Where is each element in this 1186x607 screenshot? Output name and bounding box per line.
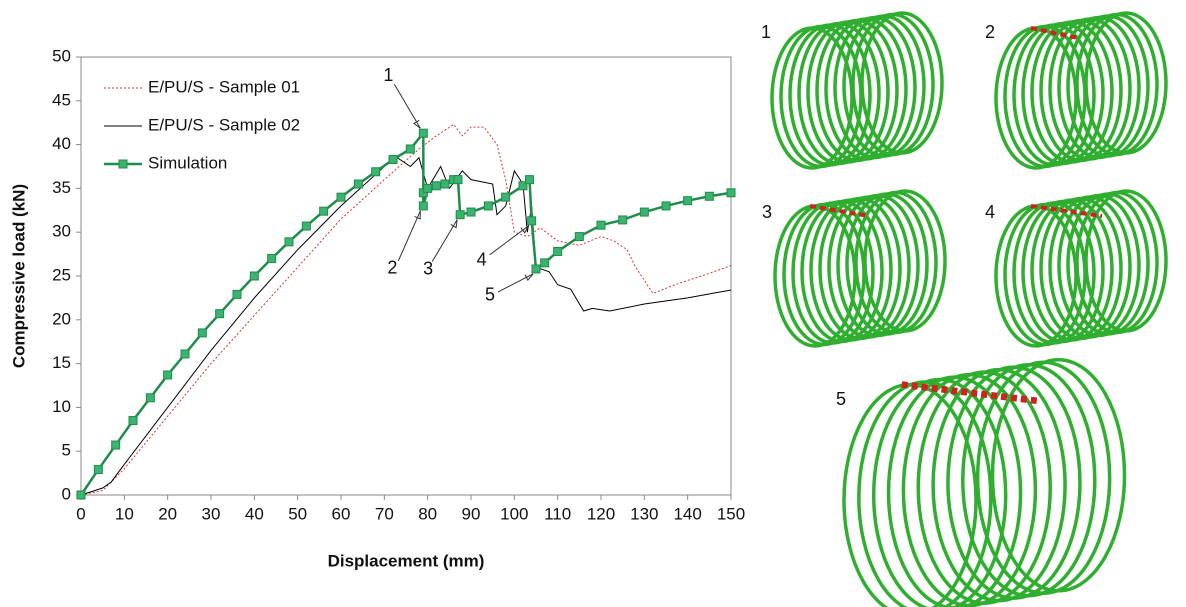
data-point	[268, 254, 276, 262]
data-point	[406, 145, 414, 153]
data-point	[285, 238, 293, 246]
data-point	[94, 466, 102, 474]
y-tick-label: 15	[52, 353, 71, 372]
annotation-arrowhead	[414, 120, 420, 128]
data-point	[250, 272, 258, 280]
y-tick-label: 45	[52, 90, 71, 109]
annotation-label: 1	[383, 65, 393, 85]
panel-label: 3	[762, 202, 772, 222]
simulation-panels: 1 2 3 4 5	[761, 13, 1166, 607]
data-point	[727, 189, 735, 197]
x-tick-label: 80	[418, 504, 437, 523]
annotation-label: 3	[423, 258, 433, 278]
legend-label: Simulation	[148, 153, 227, 172]
x-tick-label: 20	[158, 504, 177, 523]
annotation-arrow	[398, 211, 420, 261]
series-line	[81, 158, 731, 495]
data-point	[541, 259, 549, 267]
x-tick-label: 10	[115, 504, 134, 523]
x-tick-label: 130	[630, 504, 658, 523]
y-tick-label: 30	[52, 222, 71, 241]
data-point	[432, 182, 440, 190]
data-point	[354, 180, 362, 188]
panel-label: 2	[985, 22, 995, 42]
data-point	[467, 208, 475, 216]
data-point	[302, 222, 310, 230]
y-tick-label: 0	[62, 484, 71, 503]
y-tick-label: 20	[52, 309, 71, 328]
x-tick-label: 140	[673, 504, 701, 523]
data-point	[112, 441, 120, 449]
panel-label: 1	[761, 22, 771, 42]
figure: Displacement (mm) Compressive load (kN) …	[0, 0, 1186, 607]
y-tick-label: 35	[52, 178, 71, 197]
series-line	[81, 133, 731, 495]
x-tick-label: 120	[587, 504, 615, 523]
x-tick-label: 90	[462, 504, 481, 523]
data-point	[320, 207, 328, 215]
data-point	[528, 217, 536, 225]
data-point	[77, 491, 85, 499]
data-point	[146, 394, 154, 402]
data-point	[554, 247, 562, 255]
data-point	[441, 180, 449, 188]
data-point	[619, 216, 627, 224]
annotation-arrowhead	[525, 274, 533, 280]
panel-label: 5	[836, 389, 846, 409]
data-point	[532, 265, 540, 273]
data-point	[484, 202, 492, 210]
data-point	[502, 193, 510, 201]
legend-label: E/PU/S - Sample 02	[148, 115, 300, 134]
data-point	[129, 417, 137, 425]
data-point	[454, 176, 462, 184]
data-point	[597, 221, 605, 229]
x-tick-label: 150	[717, 504, 745, 523]
data-point	[684, 197, 692, 205]
y-tick-label: 40	[52, 134, 71, 153]
x-tick-label: 110	[544, 504, 571, 523]
data-point	[337, 193, 345, 201]
data-point	[233, 290, 241, 298]
data-point	[640, 208, 648, 216]
panel-label: 4	[985, 202, 995, 222]
data-point	[705, 192, 713, 200]
annotation-label: 2	[387, 258, 397, 278]
x-tick-label: 60	[332, 504, 351, 523]
data-point	[181, 350, 189, 358]
data-point	[424, 184, 432, 192]
y-tick-label: 10	[52, 397, 71, 416]
x-axis-title: Displacement (mm)	[328, 551, 485, 570]
x-tick-label: 40	[245, 504, 264, 523]
data-point	[526, 176, 534, 184]
data-point	[419, 202, 427, 210]
data-point	[456, 211, 464, 219]
x-tick-label: 30	[202, 504, 221, 523]
data-point	[216, 310, 224, 318]
data-point	[198, 329, 206, 337]
data-point	[164, 371, 172, 379]
data-point	[389, 155, 397, 163]
data-point	[662, 202, 670, 210]
annotation-label: 5	[485, 285, 495, 305]
series-line	[81, 124, 731, 495]
y-axis-title: Compressive load (kN)	[9, 184, 28, 368]
legend-label: E/PU/S - Sample 01	[148, 77, 300, 96]
x-tick-label: 70	[375, 504, 394, 523]
annotation-label: 4	[477, 250, 487, 270]
data-point	[575, 233, 583, 241]
y-tick-label: 50	[52, 46, 71, 65]
x-tick-label: 100	[500, 504, 528, 523]
annotation-arrow	[498, 274, 533, 292]
x-tick-label: 50	[288, 504, 307, 523]
y-tick-label: 25	[52, 265, 71, 284]
data-point	[419, 129, 427, 137]
x-tick-label: 0	[76, 504, 85, 523]
legend-marker	[119, 160, 127, 168]
data-point	[372, 168, 380, 176]
y-tick-label: 5	[62, 441, 71, 460]
